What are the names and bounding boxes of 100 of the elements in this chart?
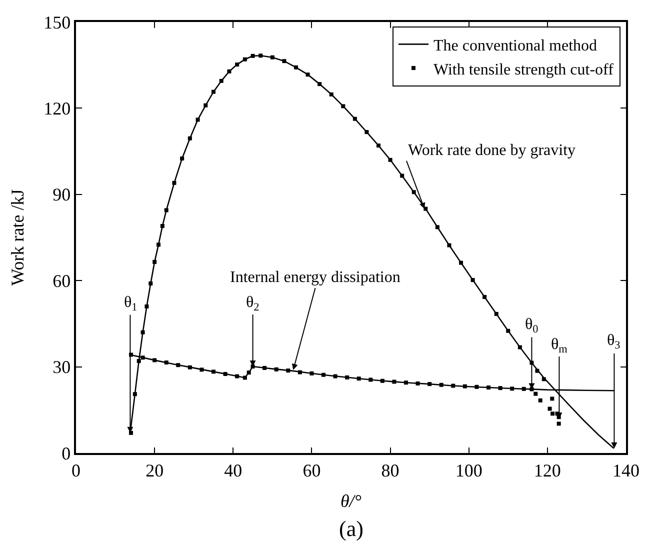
point <box>535 368 540 373</box>
point <box>188 136 192 140</box>
point <box>550 396 554 401</box>
point <box>522 386 526 391</box>
annotation: θ$_{0}$ <box>525 316 539 336</box>
point <box>380 378 384 383</box>
point <box>227 69 232 74</box>
point <box>212 370 216 374</box>
x-tick-label: 40 <box>224 460 242 480</box>
x-tick-label: 140 <box>612 460 640 480</box>
point <box>329 92 334 96</box>
point <box>196 118 200 122</box>
point <box>200 368 204 372</box>
point <box>518 345 522 350</box>
point <box>156 242 160 247</box>
point <box>176 363 180 368</box>
point <box>542 377 546 382</box>
point <box>152 358 157 362</box>
point <box>286 368 290 373</box>
x-tick-label: 100 <box>455 460 482 480</box>
point <box>462 384 467 388</box>
point <box>136 359 141 364</box>
point <box>318 82 322 86</box>
point <box>416 381 420 386</box>
annotation: θ$_{3}$ <box>607 332 621 352</box>
point <box>534 392 538 396</box>
point <box>223 372 228 376</box>
point <box>341 104 346 108</box>
x-tick-label: 20 <box>146 460 164 480</box>
point <box>459 260 463 265</box>
point <box>262 366 267 370</box>
point <box>235 62 240 67</box>
point <box>404 380 408 385</box>
point <box>164 208 168 212</box>
legend-label: The conventional method <box>434 37 598 54</box>
x-tick-label: 60 <box>302 460 321 480</box>
point <box>400 174 404 178</box>
point <box>140 356 145 360</box>
point <box>322 372 326 377</box>
point <box>294 65 298 70</box>
annotation: θ$_{1}$ <box>124 294 138 314</box>
point <box>212 90 216 94</box>
y-tick-label: 120 <box>44 98 71 118</box>
x-tick-label: 120 <box>534 460 561 480</box>
point <box>548 406 552 411</box>
point <box>270 55 274 60</box>
point <box>345 375 350 380</box>
point <box>510 386 514 391</box>
text: (a) <box>339 516 364 541</box>
point <box>352 116 357 121</box>
y-axis-title: Work rate /kJ <box>7 189 28 286</box>
point <box>435 225 440 230</box>
point <box>246 370 251 375</box>
annotation: Work rate done by gravity <box>408 142 576 159</box>
point <box>447 243 452 248</box>
point <box>306 72 310 77</box>
point <box>333 374 338 378</box>
point <box>538 398 542 402</box>
point <box>242 376 247 380</box>
point <box>506 328 510 333</box>
y-tick-label: 150 <box>44 12 71 32</box>
point <box>160 224 164 228</box>
point <box>388 158 392 162</box>
point <box>310 371 314 376</box>
point <box>219 78 224 83</box>
point <box>204 103 208 108</box>
annotation: Internal energy dissipation <box>230 269 400 286</box>
point <box>282 59 286 64</box>
point <box>376 144 380 148</box>
point <box>140 330 145 334</box>
point <box>494 312 498 316</box>
y-tick-label: 90 <box>52 184 71 205</box>
point <box>368 378 373 382</box>
x-axis-title: θ/° <box>340 490 362 511</box>
point <box>474 384 479 389</box>
point <box>550 412 555 416</box>
point <box>428 382 432 386</box>
point <box>172 180 176 185</box>
point <box>274 367 278 372</box>
point <box>439 382 444 387</box>
y-tick-label: 0 <box>62 443 71 464</box>
annotation: θ$_{m}$ <box>551 336 568 356</box>
point <box>392 380 396 384</box>
legend-label: With tensile strength cut-off <box>434 61 614 78</box>
point <box>356 376 361 381</box>
point <box>556 422 561 426</box>
point <box>250 54 255 58</box>
y-tick-label: 30 <box>52 357 71 378</box>
point <box>144 304 149 308</box>
point <box>188 365 192 370</box>
point <box>132 392 137 396</box>
point <box>242 57 247 62</box>
point <box>298 370 302 374</box>
point <box>498 386 502 390</box>
point <box>364 130 369 134</box>
y-tick-label: 60 <box>52 270 71 291</box>
annotation: θ$_{2}$ <box>246 294 260 314</box>
point <box>486 385 490 390</box>
point <box>164 360 168 364</box>
point <box>258 54 263 58</box>
